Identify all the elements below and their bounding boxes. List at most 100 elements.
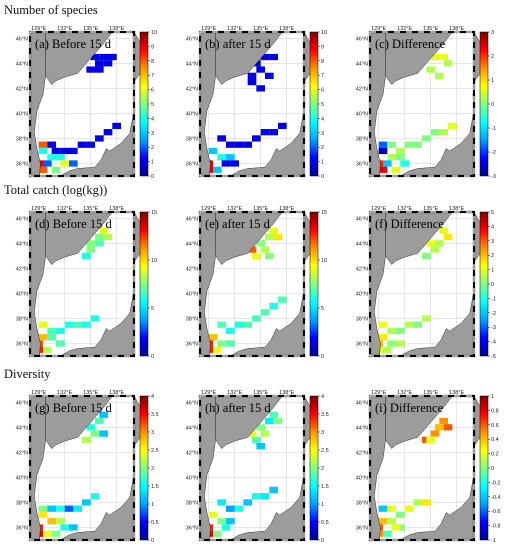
colorbar-tick-label: 5 [491,210,494,216]
y-tick-label: 46°N [356,36,368,42]
y-tick-label: 42°N [356,266,368,272]
grid-cell [252,315,261,322]
grid-cell [47,327,56,335]
colorbar-tick-label: -2 [491,311,496,317]
x-tick-label: 135°E [423,26,438,32]
grid-cell [256,424,265,431]
land-mass [215,395,283,449]
grid-cell [396,327,405,335]
grid-cell [73,505,82,512]
x-tick-label: 129°E [201,26,216,32]
grid-cell [378,518,388,525]
colorbar-tick-label: 6 [321,88,324,94]
x-tick-label: 135°E [253,206,268,212]
grid-cell [226,327,235,335]
map-frame-dashes [369,211,475,357]
x-tick-label: 135°E [423,206,438,212]
grid-cell [86,66,95,73]
colorbar-tick-label: 7 [151,73,154,79]
grid-cell [260,129,270,136]
grid-cell [38,505,48,512]
grid-cell [426,240,435,247]
grid-cell [252,135,261,142]
grid-cell [278,296,287,303]
grid-cell [383,160,392,167]
colorbar-tick-label: 3 [151,430,154,436]
colorbar-tick-label: 6 [151,88,154,94]
grid-cell [256,442,265,450]
y-tick-label: 36°N [186,161,198,167]
y-tick-label: 44°N [186,241,198,247]
map-panel: 129°E 132°E 135°E 138°E 46°N 44°N 42°N 40°N 38°N… [186,26,327,180]
panel-label: (a) Before 15 d [35,37,112,51]
x-tick-label: 129°E [201,206,216,212]
colorbar-tick-label: -0.8 [491,524,500,530]
grid-cell [51,166,61,173]
y-tick-label: 46°N [16,216,28,222]
x-tick-label: 129°E [31,26,46,32]
x-tick-label: 132°E [397,26,412,32]
colorbar-tick-label: 1 [491,78,494,84]
grid-cell [260,309,270,316]
colorbar-tick-label: 3 [491,30,494,36]
grid-cell [387,518,396,525]
grid-cell [387,340,396,347]
colorbar-tick-label: 2 [491,253,494,259]
x-tick-label: 129°E [31,390,46,396]
land-mass [59,31,149,177]
colorbar-tick-label: -1 [491,538,496,544]
grid-cell [217,340,226,347]
grid-cell [234,321,244,328]
grid-cell [247,78,257,86]
map-frame-dashes [199,31,305,177]
grid-cell [86,246,95,253]
colorbar [309,395,319,541]
grid-cell [103,233,113,241]
map-panel: 129°E 132°E 135°E 138°E 46°N 44°N 42°N 40°N 38°N… [186,206,327,360]
colorbar-tick-label: 8 [321,59,324,65]
grid-cell [221,160,231,167]
grid-cell [413,141,422,148]
grid-cell [82,436,91,443]
y-tick-label: 42°N [16,450,28,456]
grid-cell [47,505,56,512]
grid-cell [213,530,222,537]
grid-cell [443,424,453,431]
y-tick-label: 38°N [356,136,368,142]
grid-cell [413,499,422,506]
grid-cell [108,53,117,61]
y-tick-label: 36°N [356,525,368,531]
grid-cell [213,346,222,353]
x-tick-label: 129°E [201,390,216,396]
colorbar-tick-label: 9 [321,44,324,50]
y-tick-label: 38°N [16,136,28,142]
x-tick-label: 138°E [279,390,294,396]
grid-cell [95,417,104,425]
colorbar-tick-label: 3 [321,131,324,137]
grid-cell [56,327,65,335]
colorbar-tick-label: 7 [321,73,324,79]
grid-cell [247,246,257,253]
grid-cell [43,530,52,537]
colorbar-tick-label: 1 [491,394,494,400]
colorbar [139,211,149,357]
y-tick-label: 38°N [186,136,198,142]
grid-cell [435,240,444,247]
y-tick-label: 40°N [16,111,28,117]
grid-cell [77,141,87,148]
grid-cell [265,252,274,259]
map-frame-dashes [29,31,135,177]
map-panel: 129°E 132°E 135°E 138°E 46°N 44°N 42°N 40°N 38°N… [356,390,501,544]
grid-cell [269,227,278,234]
colorbar-tick-label: 0 [321,354,324,360]
grid-cell [60,160,69,167]
x-tick-label: 132°E [227,390,242,396]
grid-cell [448,122,457,130]
grid-cell [95,135,104,142]
land-mass [45,395,113,449]
map-panel: 129°E 132°E 135°E 138°E 46°N 44°N 42°N 40°N 38°N… [186,390,329,544]
colorbar-tick-label: 2.5 [151,448,159,454]
grid-cell [86,424,95,431]
y-tick-label: 44°N [16,61,28,67]
colorbar-tick-label: -2 [491,150,496,156]
